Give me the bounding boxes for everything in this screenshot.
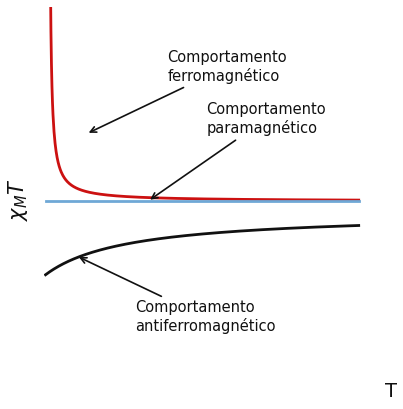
Text: Comportamento
paramagnético: Comportamento paramagnético — [152, 102, 326, 199]
Text: T: T — [385, 382, 397, 401]
Text: $\chi_M T$: $\chi_M T$ — [6, 178, 30, 221]
Text: Comportamento
antiferromagnético: Comportamento antiferromagnético — [81, 258, 275, 334]
Text: Comportamento
ferromagnético: Comportamento ferromagnético — [90, 50, 287, 132]
